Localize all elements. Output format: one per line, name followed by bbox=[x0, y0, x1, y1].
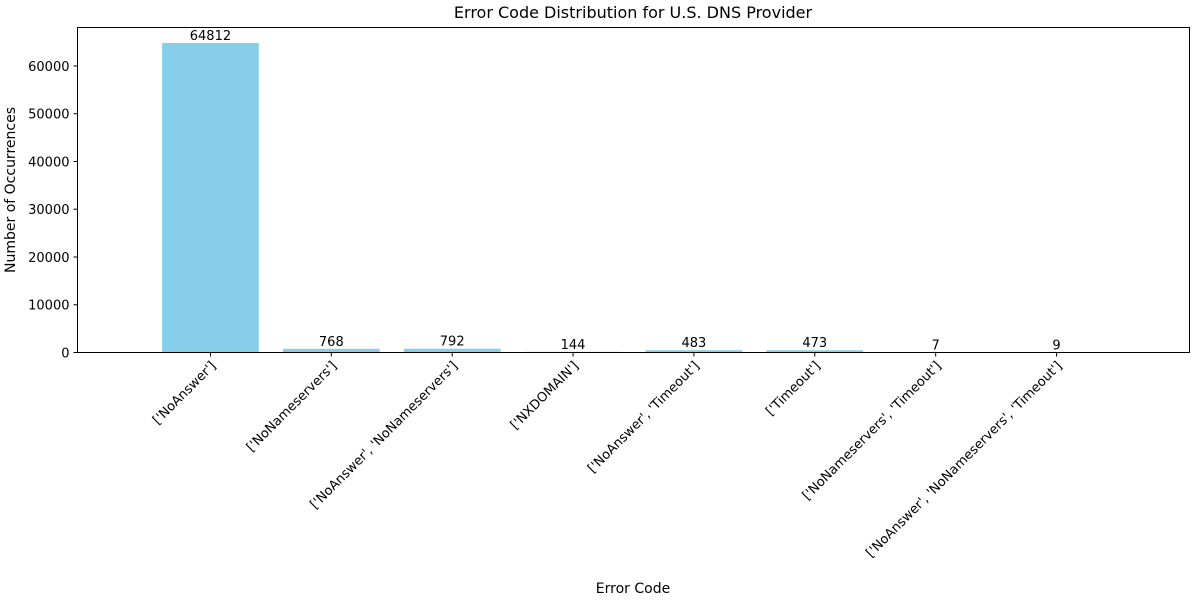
y-tick-label: 20000 bbox=[28, 251, 69, 266]
data-label: 64812 bbox=[190, 29, 231, 44]
bars bbox=[162, 43, 1105, 353]
y-tick-label: 40000 bbox=[28, 155, 69, 170]
y-axis: 0 10000 20000 30000 40000 50000 60000 bbox=[28, 60, 77, 362]
data-label: 144 bbox=[561, 338, 586, 353]
data-label: 473 bbox=[802, 336, 827, 351]
data-label: 768 bbox=[319, 335, 344, 350]
y-axis-label: Number of Occurrences bbox=[3, 107, 19, 273]
y-tick-label: 10000 bbox=[28, 299, 69, 314]
bar bbox=[162, 43, 259, 353]
x-tick-label: ['NoAnswer', 'NoNameservers', 'Timeout'] bbox=[863, 359, 1065, 561]
y-tick-label: 60000 bbox=[28, 60, 69, 75]
x-tick-label: ['NoNameservers', 'Timeout'] bbox=[800, 359, 945, 504]
x-axis: ['NoAnswer']['NoNameservers']['NoAnswer'… bbox=[150, 353, 1065, 561]
chart-title: Error Code Distribution for U.S. DNS Pro… bbox=[454, 3, 813, 22]
data-labels: 64812 768 792 144 483 473 7 9 bbox=[190, 29, 1061, 353]
x-tick-label: ['NoNameservers'] bbox=[244, 359, 340, 455]
x-tick-label: ['NXDOMAIN'] bbox=[508, 359, 582, 433]
data-label: 483 bbox=[682, 336, 707, 351]
y-tick-label: 50000 bbox=[28, 108, 69, 123]
x-axis-label: Error Code bbox=[596, 581, 670, 597]
x-tick-label: ['Timeout'] bbox=[763, 359, 823, 419]
data-label: 9 bbox=[1052, 338, 1060, 353]
x-tick-label: ['NoAnswer', 'Timeout'] bbox=[585, 359, 703, 477]
data-label: 792 bbox=[440, 335, 465, 350]
x-tick-label: ['NoAnswer'] bbox=[150, 359, 219, 428]
y-tick-label: 30000 bbox=[28, 203, 69, 218]
x-tick-label: ['NoAnswer', 'NoNameservers'] bbox=[307, 359, 461, 513]
data-label: 7 bbox=[932, 338, 940, 353]
y-tick-label: 0 bbox=[61, 347, 69, 362]
